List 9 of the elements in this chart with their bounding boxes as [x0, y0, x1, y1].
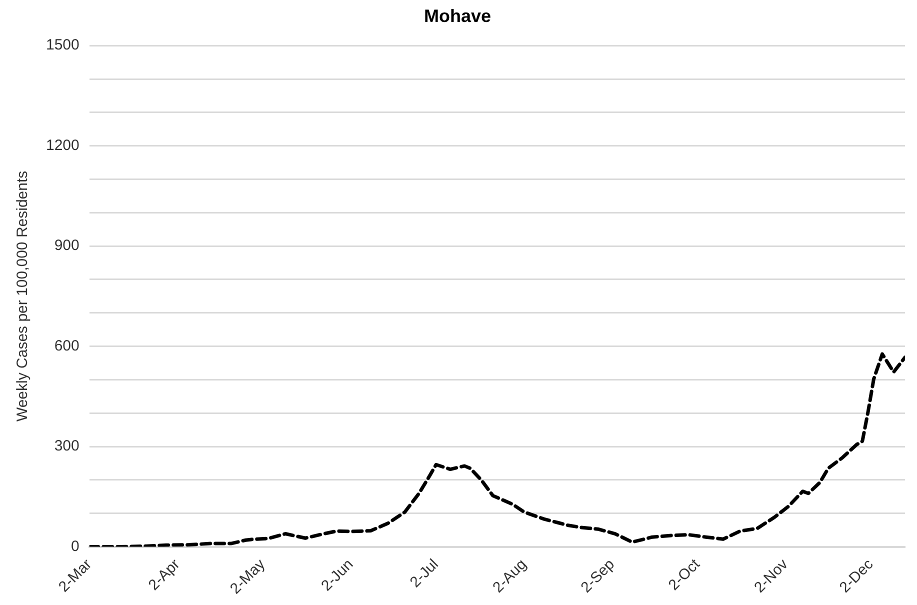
- y-tick-label: 900: [54, 237, 80, 254]
- y-tick-label: 300: [54, 438, 80, 455]
- y-tick-label: 1500: [46, 36, 80, 54]
- y-tick-label: 0: [71, 538, 80, 555]
- y-tick-label: 1200: [46, 136, 80, 154]
- y-tick-label: 600: [54, 337, 80, 354]
- line-series: [89, 352, 905, 547]
- y-axis-title: Weekly Cases per 100,000 Residents: [14, 170, 32, 422]
- chart-title: Mohave: [424, 6, 492, 26]
